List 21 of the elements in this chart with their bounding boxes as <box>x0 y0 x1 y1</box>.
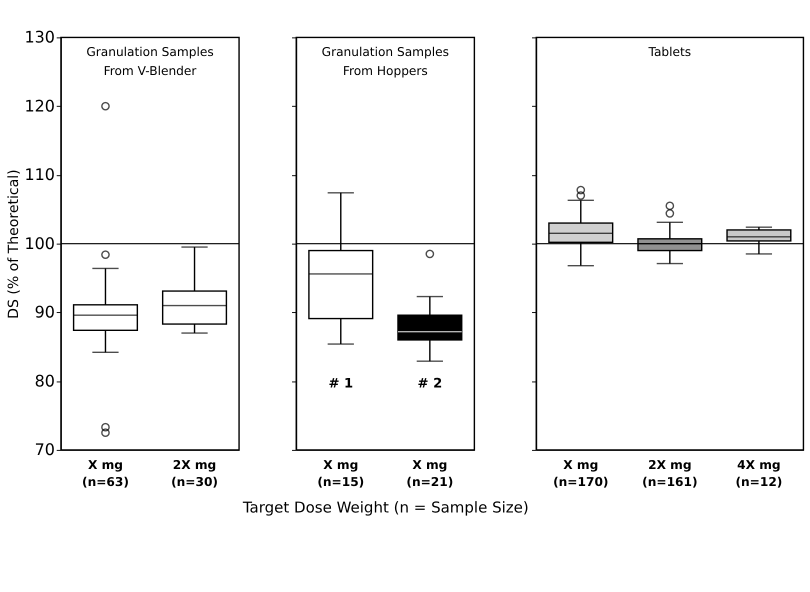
text: Tablets <box>648 45 692 60</box>
annotation: # 1 <box>328 376 354 392</box>
y-tick-label: 110 <box>24 165 55 184</box>
x-tick-label: X mg (n=170) <box>553 458 608 489</box>
y-tick-label: 90 <box>34 302 55 322</box>
y-axis-title: DS (% of Theoretical) <box>6 169 22 319</box>
x-tick-label: X mg (n=63) <box>82 458 129 489</box>
y-tick-label: 70 <box>34 440 55 460</box>
x-tick-label: 4X mg (n=12) <box>735 458 782 489</box>
text: Granulation Samples From Hoppers <box>322 45 449 78</box>
x-axis-title: Target Dose Weight (n = Sample Size) <box>242 498 529 516</box>
y-tick-label: 120 <box>24 96 55 116</box>
x-tick-label: 2X mg (n=30) <box>171 458 218 489</box>
y-tick-label: 100 <box>24 234 55 253</box>
x-tick-label: X mg (n=15) <box>317 458 364 489</box>
y-tick-label: 80 <box>34 371 55 390</box>
y-tick-label: 130 <box>24 28 55 47</box>
text: Granulation Samples From V-Blender <box>86 45 214 78</box>
x-tick-label: 2X mg (n=161) <box>642 458 698 489</box>
annotation: # 2 <box>418 376 442 392</box>
x-tick-label: X mg (n=21) <box>406 458 454 489</box>
